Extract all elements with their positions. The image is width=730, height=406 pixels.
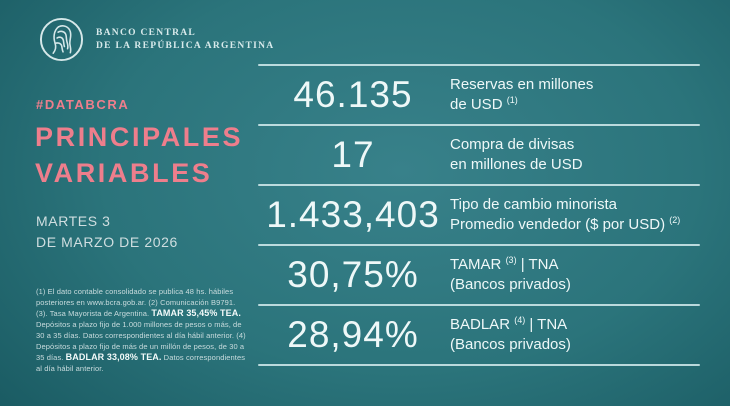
metric-row: 30,75% TAMAR (3) | TNA (Bancos privados) bbox=[258, 246, 700, 304]
divider-line bbox=[258, 304, 700, 306]
footnote-highlight-text: BADLAR 33,08% TEA. bbox=[65, 352, 162, 362]
metric-row: 28,94% BADLAR (4) | TNA (Bancos privados) bbox=[258, 306, 700, 364]
metric-label-text: (Bancos privados) bbox=[450, 336, 571, 353]
metric-label-line: BADLAR (4) | TNA bbox=[450, 315, 571, 335]
footnote-text: Datos correspondientes al día hábil ante… bbox=[36, 353, 246, 373]
metric-value: 17 bbox=[331, 134, 375, 175]
bcra-emblem-icon bbox=[39, 17, 84, 62]
metric-value: 28,94% bbox=[287, 314, 419, 355]
footnote: (1) El dato contable consolidado se publ… bbox=[36, 286, 246, 374]
divider-line bbox=[258, 244, 700, 246]
metric-label-line: de USD (1) bbox=[450, 95, 593, 115]
metric-label-line: TAMAR (3) | TNA bbox=[450, 255, 571, 275]
metric-row: 17 Compra de divisas en millones de USD bbox=[258, 126, 700, 184]
divider-line bbox=[258, 64, 700, 66]
metric-label-line: (Bancos privados) bbox=[450, 275, 571, 295]
footnote-text: Depósitos a plazo fijo de 1.000 millones… bbox=[36, 320, 246, 362]
page-title: PRINCIPALES VARIABLES bbox=[35, 119, 243, 191]
page-title-line1: PRINCIPALES bbox=[35, 122, 244, 152]
brand-wordmark-line1: BANCO CENTRAL bbox=[96, 27, 197, 38]
metric-label-line: Promedio vendedor ($ por USD) (2) bbox=[450, 215, 680, 235]
metric-value: 30,75% bbox=[287, 254, 419, 295]
metric-label-text: | TNA bbox=[516, 256, 559, 273]
metric-label-text: Reservas en millones bbox=[450, 76, 594, 93]
report-date: MARTES 3 DE MARZO DE 2026 bbox=[36, 211, 178, 253]
footnote-reference-sup: (1) bbox=[506, 95, 518, 105]
brand-wordmark-line2: DE LA REPÚBLICA ARGENTINA bbox=[96, 40, 275, 51]
metric-label: BADLAR (4) | TNA (Bancos privados) bbox=[450, 315, 571, 355]
metric-label: Compra de divisas en millones de USD bbox=[450, 135, 583, 175]
metric-label-text: TAMAR bbox=[450, 256, 506, 273]
footnote-reference-sup: (4) bbox=[514, 315, 526, 325]
footnote-highlight-text: TAMAR 35,45% TEA. bbox=[151, 308, 241, 318]
metric-label-line: en millones de USD bbox=[450, 155, 583, 175]
report-date-line2: DE MARZO DE 2026 bbox=[36, 234, 178, 250]
metric-label-line: Tipo de cambio minorista bbox=[450, 195, 680, 215]
footnote-reference-sup: (2) bbox=[669, 215, 681, 225]
metric-label-text: Promedio vendedor ($ por USD) bbox=[450, 216, 670, 233]
metric-label-line: Reservas en millones bbox=[450, 75, 593, 95]
metrics-table: 46.135 Reservas en millones de USD (1) 17 Co… bbox=[258, 64, 700, 366]
divider-line bbox=[258, 124, 700, 126]
footnote-reference-sup: (3) bbox=[505, 255, 517, 265]
metric-label: Reservas en millones de USD (1) bbox=[450, 75, 593, 115]
metric-label-text: Tipo de cambio minorista bbox=[450, 196, 618, 213]
metric-label: TAMAR (3) | TNA (Bancos privados) bbox=[450, 255, 571, 295]
metric-row: 1.433,403 Tipo de cambio minorista Promedi… bbox=[258, 186, 700, 244]
metric-value: 1.433,403 bbox=[266, 194, 440, 235]
hashtag-label: #DATABCRA bbox=[36, 97, 130, 112]
metric-label: Tipo de cambio minorista Promedio vendedo… bbox=[450, 195, 680, 235]
metric-label-text: BADLAR bbox=[450, 316, 515, 333]
divider-line bbox=[258, 184, 700, 186]
divider-line bbox=[258, 364, 700, 366]
brand-wordmark: BANCO CENTRAL DE LA REPÚBLICA ARGENTINA bbox=[96, 27, 274, 53]
metric-label-line: Compra de divisas bbox=[450, 135, 583, 155]
brand-header: BANCO CENTRAL DE LA REPÚBLICA ARGENTINA bbox=[38, 16, 274, 63]
metric-row: 46.135 Reservas en millones de USD (1) bbox=[258, 66, 700, 124]
metric-label-line: (Bancos privados) bbox=[450, 335, 571, 355]
metric-label-text: (Bancos privados) bbox=[450, 276, 571, 293]
metric-label-text: de USD bbox=[450, 96, 507, 113]
metric-value: 46.135 bbox=[293, 74, 413, 115]
metric-label-text: en millones de USD bbox=[450, 156, 583, 173]
metric-label-text: Compra de divisas bbox=[450, 136, 575, 153]
report-date-line1: MARTES 3 bbox=[36, 213, 111, 229]
metric-label-text: | TNA bbox=[525, 316, 568, 333]
footnote-text: (1) El dato contable consolidado se publ… bbox=[36, 287, 236, 318]
page-title-line2: VARIABLES bbox=[35, 158, 213, 188]
